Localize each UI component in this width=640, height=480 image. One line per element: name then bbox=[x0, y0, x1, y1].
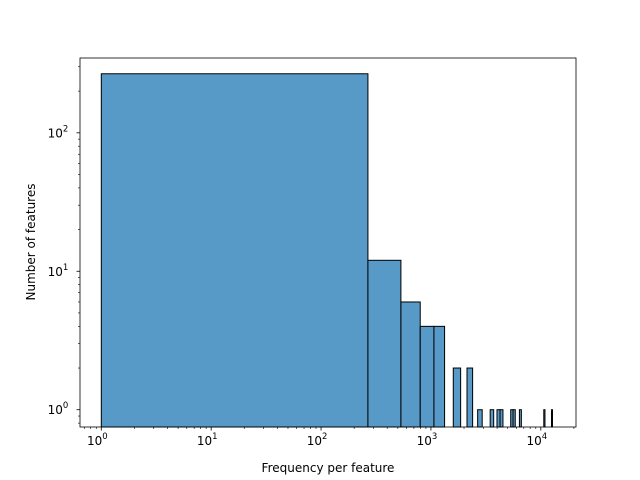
histogram-bar bbox=[489, 409, 495, 428]
histogram-bar bbox=[477, 409, 483, 428]
x-tick-exponent: 2 bbox=[322, 432, 327, 442]
histogram-bar bbox=[499, 409, 504, 428]
histogram-bar bbox=[466, 367, 474, 428]
y-tick-label: 100 bbox=[48, 401, 69, 417]
histogram-bar bbox=[367, 259, 402, 428]
y-tick-exponent: 0 bbox=[63, 401, 68, 411]
histogram-bar bbox=[543, 409, 546, 428]
histogram-bar bbox=[400, 301, 421, 428]
histogram-bar bbox=[550, 409, 553, 428]
x-tick-label: 104 bbox=[526, 432, 547, 448]
histogram-bar bbox=[100, 73, 369, 428]
histogram-bar bbox=[419, 325, 435, 428]
histogram-bar bbox=[433, 325, 446, 428]
x-tick-label: 101 bbox=[197, 432, 218, 448]
y-tick-exponent: 2 bbox=[63, 124, 68, 134]
x-tick-label: 102 bbox=[307, 432, 328, 448]
histogram-bar bbox=[452, 367, 462, 428]
x-tick-exponent: 0 bbox=[102, 432, 107, 442]
axes-frame bbox=[79, 57, 577, 428]
y-tick-label: 101 bbox=[48, 263, 69, 279]
y-axis-label: Number of features bbox=[24, 184, 38, 301]
x-axis-label: Frequency per feature bbox=[262, 461, 395, 475]
x-tick-label: 100 bbox=[87, 432, 108, 448]
x-tick-exponent: 1 bbox=[212, 432, 217, 442]
histogram-bar bbox=[518, 409, 522, 428]
y-tick-label: 102 bbox=[48, 124, 69, 140]
y-tick-exponent: 1 bbox=[63, 263, 68, 273]
x-tick-label: 103 bbox=[417, 432, 438, 448]
histogram-bar bbox=[512, 409, 516, 428]
bars bbox=[100, 73, 553, 428]
x-tick-exponent: 4 bbox=[542, 432, 547, 442]
x-tick-exponent: 3 bbox=[432, 432, 437, 442]
